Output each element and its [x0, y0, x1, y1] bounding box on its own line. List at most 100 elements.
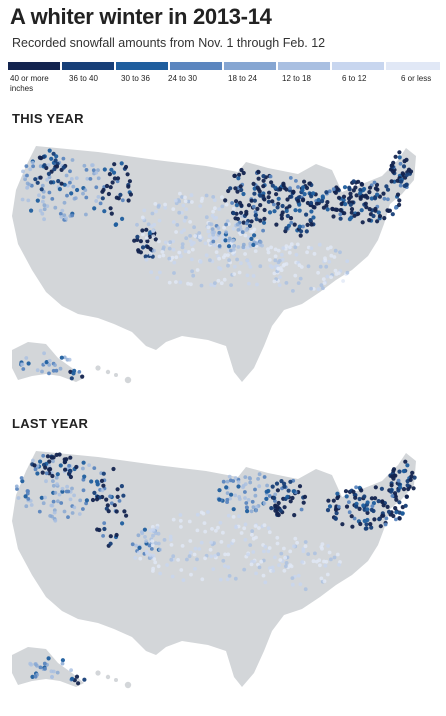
- station-dot: [338, 208, 343, 213]
- station-dot: [117, 499, 122, 503]
- station-dot: [158, 547, 162, 552]
- station-dot: [260, 243, 264, 248]
- station-dot: [237, 270, 242, 275]
- station-dot: [236, 176, 241, 181]
- station-dot: [326, 246, 330, 251]
- station-dot: [252, 198, 257, 203]
- station-dot: [320, 542, 325, 546]
- station-dot: [389, 483, 394, 488]
- station-dot: [258, 193, 263, 198]
- station-dot: [198, 260, 203, 264]
- station-dot: [333, 268, 338, 273]
- station-dot: [74, 674, 80, 679]
- station-dot: [81, 488, 86, 493]
- station-dot: [278, 508, 283, 513]
- station-dot: [331, 187, 336, 192]
- station-dot: [358, 187, 363, 193]
- station-dot: [227, 474, 232, 479]
- station-dot: [325, 274, 330, 279]
- station-dot: [207, 222, 212, 226]
- station-dot: [236, 245, 241, 249]
- station-dot: [347, 196, 352, 201]
- station-dot: [341, 194, 347, 199]
- station-dot: [396, 488, 401, 493]
- station-dot: [62, 355, 67, 360]
- station-dot: [112, 176, 117, 181]
- station-dot: [84, 195, 89, 200]
- station-dot: [212, 198, 217, 203]
- station-dot: [335, 552, 340, 557]
- station-dot: [380, 499, 385, 504]
- station-dot: [275, 535, 280, 540]
- station-dot: [105, 503, 110, 508]
- station-dot: [291, 489, 296, 494]
- station-dot: [68, 474, 73, 480]
- station-dot: [259, 559, 264, 564]
- station-dot: [312, 251, 317, 256]
- station-dot: [302, 192, 307, 197]
- station-dot: [323, 563, 328, 568]
- station-dot: [271, 569, 276, 573]
- station-dot: [35, 471, 40, 476]
- station-dot: [270, 565, 275, 570]
- station-dot: [254, 508, 258, 513]
- station-dot: [245, 273, 250, 278]
- station-dot: [292, 222, 297, 227]
- station-dot: [187, 519, 192, 524]
- station-dot: [375, 192, 380, 197]
- alaska-shape: [12, 647, 84, 687]
- us-mainland-shape: [12, 146, 416, 382]
- station-dot: [161, 245, 166, 250]
- station-dot: [242, 567, 247, 572]
- station-dot: [279, 216, 284, 221]
- station-dot: [390, 494, 395, 498]
- station-dot: [94, 170, 99, 175]
- station-dot: [345, 270, 350, 275]
- station-dot: [182, 218, 187, 223]
- station-dot: [165, 563, 170, 567]
- station-dot: [152, 248, 156, 253]
- station-dot: [186, 250, 191, 254]
- station-dot: [26, 361, 31, 366]
- station-dot: [286, 488, 291, 493]
- station-dot: [153, 237, 158, 242]
- station-dot: [172, 271, 176, 275]
- station-dot: [120, 521, 125, 526]
- station-dot: [29, 208, 34, 213]
- station-dot: [257, 565, 262, 570]
- station-dot: [81, 466, 85, 471]
- station-dot: [352, 213, 357, 218]
- station-dot: [284, 208, 289, 214]
- station-dot: [199, 283, 204, 288]
- station-dot: [362, 518, 367, 524]
- station-dot: [32, 463, 37, 468]
- station-dot: [302, 494, 308, 499]
- station-dot: [303, 544, 308, 549]
- station-dot: [249, 509, 254, 514]
- station-dot: [144, 257, 149, 262]
- station-dot: [96, 195, 101, 199]
- station-dot: [99, 478, 105, 483]
- station-dot: [402, 183, 407, 188]
- station-dot: [45, 454, 51, 459]
- station-dot: [109, 211, 114, 216]
- station-dot: [279, 551, 284, 556]
- station-dot: [280, 203, 285, 209]
- station-dot: [344, 494, 349, 499]
- station-dot: [246, 552, 251, 557]
- map-label-this-year: THIS YEAR: [12, 111, 84, 126]
- station-dot: [231, 226, 236, 231]
- station-dot: [209, 554, 214, 559]
- station-dot: [134, 543, 139, 548]
- station-dot: [193, 546, 198, 551]
- station-dot: [152, 222, 157, 227]
- station-dot: [321, 277, 326, 281]
- station-dot: [241, 191, 246, 197]
- station-dot: [24, 164, 29, 168]
- station-dot: [227, 258, 232, 263]
- station-dot: [325, 207, 330, 212]
- station-dot: [155, 276, 160, 280]
- station-dot: [371, 508, 376, 514]
- station-dot: [277, 283, 282, 287]
- station-dot: [403, 459, 408, 464]
